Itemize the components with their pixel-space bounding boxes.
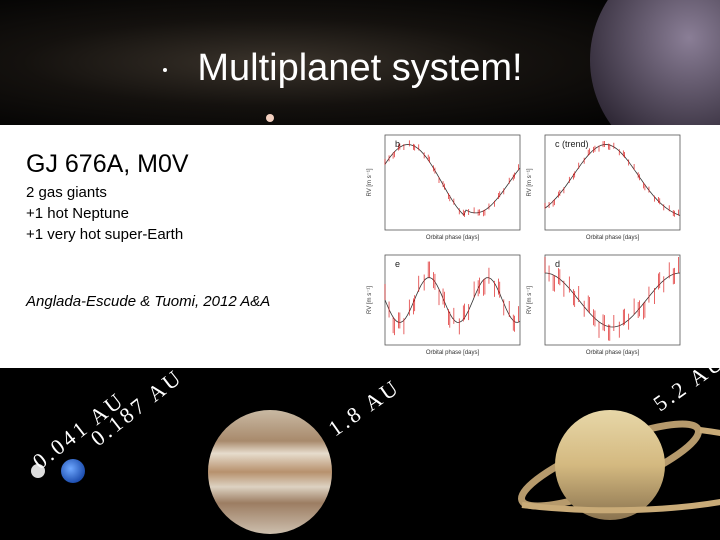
plot-frame — [384, 134, 521, 231]
star — [266, 114, 274, 122]
plot-frame — [384, 254, 521, 346]
axis-title: RV [m s⁻¹] — [527, 168, 533, 196]
panel-label: d — [555, 259, 560, 269]
axis-title: RV [m s⁻¹] — [527, 286, 533, 314]
axis-title: RV [m s⁻¹] — [367, 168, 373, 196]
bullet: +1 very hot super-Earth — [26, 226, 183, 243]
planet-image — [208, 410, 332, 534]
citation: Anglada-Escude & Tuomi, 2012 A&A — [25, 293, 270, 310]
star — [163, 68, 167, 72]
plot-frame — [544, 134, 681, 231]
slide-title: Multiplanet system! — [197, 47, 522, 89]
model-curve — [384, 277, 521, 323]
model-curve — [384, 144, 521, 216]
model-curve — [544, 272, 681, 328]
planet-image — [31, 464, 45, 478]
panel-label: c (trend) — [555, 139, 589, 149]
axis-title: Orbital phase [days] — [586, 235, 640, 241]
axis-title: Orbital phase [days] — [426, 235, 480, 241]
model-curve — [544, 144, 681, 216]
heading: GJ 676A, M0V — [26, 150, 189, 178]
rv-plots: b Orbital phase [days] RV [m s⁻¹] c (trend)… — [367, 134, 681, 356]
bullet: +1 hot Neptune — [26, 205, 129, 222]
panel-label: b — [395, 139, 400, 149]
ring — [521, 427, 720, 514]
planet-image — [61, 459, 85, 483]
axis-title: RV [m s⁻¹] — [367, 286, 373, 314]
axis-title: Orbital phase [days] — [426, 350, 480, 356]
bullet: 2 gas giants — [26, 184, 107, 201]
planet-image — [555, 410, 665, 520]
panel-label: e — [395, 259, 400, 269]
axis-title: Orbital phase [days] — [586, 350, 640, 356]
plot-frame — [544, 254, 681, 346]
